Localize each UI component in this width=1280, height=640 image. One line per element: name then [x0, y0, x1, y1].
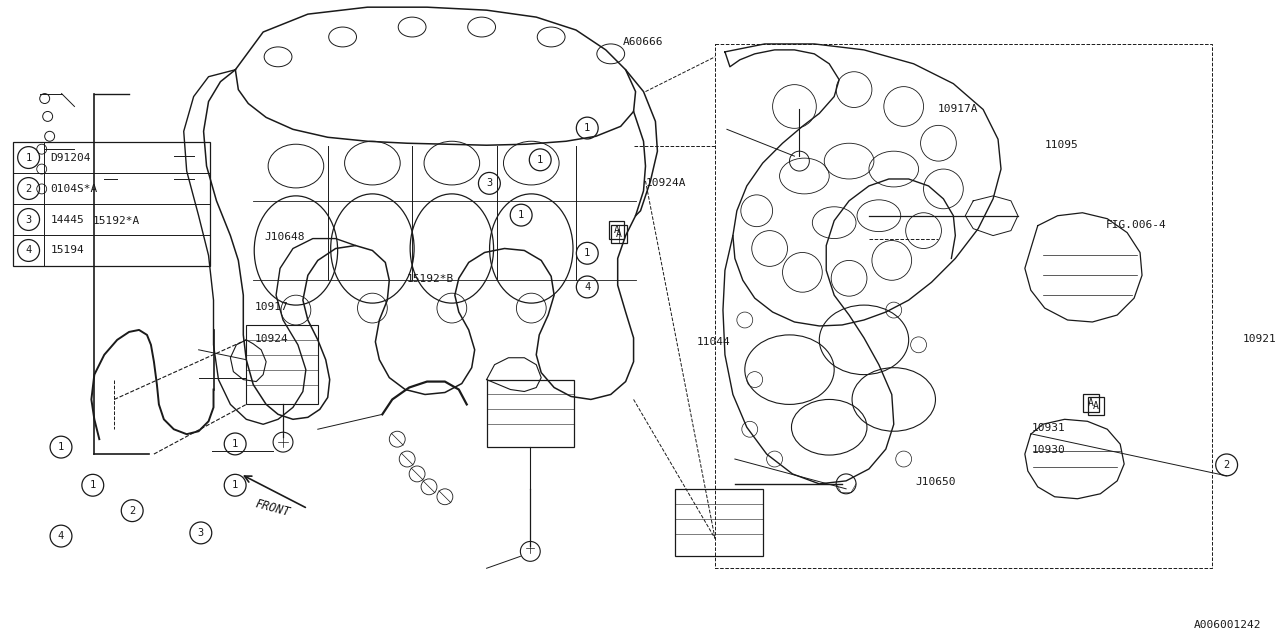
Bar [13, 142, 210, 266]
Text: 10924A: 10924A [645, 179, 686, 188]
Text: 1: 1 [58, 442, 64, 452]
Text: FRONT: FRONT [253, 498, 291, 520]
Text: 2: 2 [129, 506, 136, 516]
Text: 1: 1 [584, 123, 590, 133]
Text: 1: 1 [538, 155, 543, 165]
Text: 3: 3 [486, 179, 493, 188]
Text: A006001242: A006001242 [1194, 620, 1261, 630]
Text: 1: 1 [232, 439, 238, 449]
Text: 11095: 11095 [1044, 140, 1079, 150]
Text: 1: 1 [584, 248, 590, 259]
Text: 2: 2 [26, 184, 32, 193]
Text: A: A [616, 229, 622, 239]
Text: 3: 3 [26, 214, 32, 225]
Bar [486, 380, 573, 447]
Text: J10650: J10650 [915, 477, 956, 487]
Text: 1: 1 [518, 210, 525, 220]
Bar [1083, 394, 1098, 412]
Bar [608, 221, 625, 239]
Bar [246, 325, 317, 404]
Text: 14445: 14445 [50, 214, 84, 225]
Text: 1: 1 [232, 480, 238, 490]
Text: 4: 4 [584, 282, 590, 292]
Text: A: A [613, 225, 620, 235]
Text: A: A [1088, 397, 1093, 408]
Text: 4: 4 [58, 531, 64, 541]
Text: 15192*B: 15192*B [407, 274, 454, 284]
Text: 10917A: 10917A [938, 104, 979, 114]
Text: 4: 4 [26, 246, 32, 255]
Text: D91204: D91204 [50, 152, 91, 163]
Text: 10931: 10931 [1032, 423, 1066, 433]
Bar [611, 225, 627, 243]
Text: 15194: 15194 [50, 246, 84, 255]
Bar [1088, 397, 1103, 415]
Text: 15192*A: 15192*A [92, 216, 140, 227]
Text: 0104S*A: 0104S*A [50, 184, 97, 193]
Text: 10924: 10924 [255, 334, 288, 344]
Text: FIG.006-4: FIG.006-4 [1106, 220, 1166, 230]
Text: J10648: J10648 [265, 232, 305, 243]
Text: A60666: A60666 [623, 36, 663, 47]
Text: 3: 3 [197, 528, 204, 538]
Text: 1: 1 [90, 480, 96, 490]
Text: 1: 1 [26, 152, 32, 163]
Bar [676, 489, 763, 556]
Text: A: A [1093, 401, 1098, 411]
Text: 10921: 10921 [1243, 334, 1277, 344]
Text: 2: 2 [1224, 460, 1230, 470]
Text: 10930: 10930 [1032, 445, 1066, 455]
Text: 10917: 10917 [255, 302, 288, 312]
Text: 11044: 11044 [696, 337, 731, 348]
